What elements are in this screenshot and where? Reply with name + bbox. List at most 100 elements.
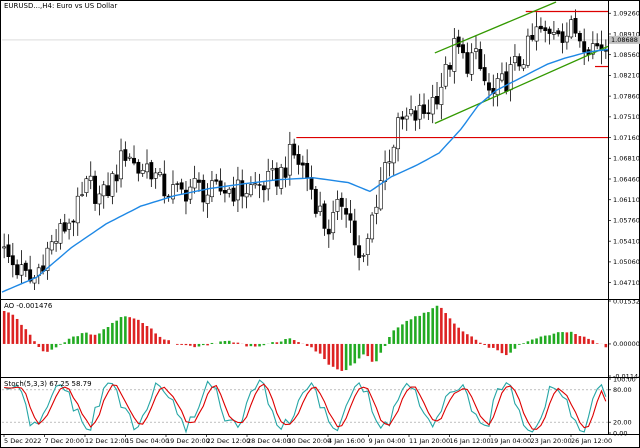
price-tick-label: 1.08210 [613, 72, 640, 80]
candle-body [205, 194, 210, 204]
price-tick-label: 1.07160 [613, 134, 640, 142]
candle-body [149, 162, 154, 180]
stoch-tick-label: 100.00 [613, 375, 636, 383]
candle-body [569, 19, 574, 38]
candle-body [573, 18, 578, 34]
candle-body [391, 146, 396, 164]
candle-body [15, 264, 20, 276]
candle-body [508, 64, 513, 91]
candle-body [279, 167, 284, 189]
candle-body [19, 264, 24, 276]
candle-body [521, 64, 526, 69]
candle-body [6, 244, 11, 257]
candle-body [322, 203, 327, 229]
candle-body [465, 52, 470, 74]
candle-body [543, 27, 548, 31]
candlestick-series [2, 9, 608, 290]
candle-body [422, 104, 426, 114]
candle-body [62, 222, 67, 232]
candle-body [244, 193, 249, 198]
candle-body [75, 195, 80, 224]
ao-tick-label: -0.011440 [613, 372, 640, 380]
candle-body [564, 35, 569, 43]
candle-body [214, 179, 219, 182]
candle-body [240, 180, 245, 197]
ao-tick-label: 0.015326 [613, 297, 640, 305]
candle-body [318, 205, 323, 212]
time-tick-label: 5 Dec 2022 [4, 437, 41, 445]
time-tick-label: 11 Jan 20:00 [409, 437, 450, 445]
candle-body [235, 179, 240, 201]
candle-body [547, 28, 552, 34]
candle-body [2, 246, 7, 249]
candle-body [106, 185, 110, 197]
candle-body [132, 157, 136, 164]
time-tick-label: 22 Dec 12:00 [207, 437, 251, 445]
candle-body [404, 115, 409, 120]
candle-body [123, 149, 128, 161]
candle-body [10, 255, 15, 266]
ao-tick-label: 0.000000 [613, 340, 640, 348]
ao-histogram [2, 305, 608, 371]
candle-body [409, 109, 413, 115]
candle-body [158, 171, 162, 176]
candle-body [270, 168, 275, 171]
candle-body [495, 78, 500, 95]
stoch-tick-label: 0.00 [613, 429, 627, 437]
candle-body [253, 183, 258, 186]
candle-body [400, 116, 405, 120]
candle-body [461, 44, 465, 54]
time-tick-label: 26 Jan 12:00 [571, 437, 612, 445]
candle-body [512, 56, 517, 64]
candle-body [162, 173, 167, 197]
candle-body [309, 177, 314, 190]
candle-body [80, 194, 85, 196]
time-tick-label: 4 Jan 16:00 [328, 437, 365, 445]
ao-label: AO -0.001476 [4, 302, 53, 310]
candle-body [97, 193, 102, 205]
candle-body [582, 41, 587, 53]
time-tick-label: 16 Jan 12:00 [450, 437, 491, 445]
stoch-label: Stoch(5,3,3) 67.25 58.79 [4, 380, 92, 388]
candle-body [101, 184, 106, 197]
candle-body [335, 199, 340, 212]
candle-body [560, 31, 565, 43]
price-tick-label: 1.05060 [613, 258, 640, 266]
candle-body [197, 179, 201, 183]
price-tick-label: 1.07510 [613, 113, 640, 121]
time-tick-label: 15 Dec 04:00 [126, 437, 170, 445]
candle-body [383, 162, 388, 182]
time-tick-label: 23 Jan 20:00 [531, 437, 572, 445]
candle-body [300, 162, 305, 166]
time-tick-label: 28 Dec 04:00 [247, 437, 291, 445]
candle-body [58, 223, 63, 244]
stoch-signal-line [4, 383, 607, 430]
candle-body [365, 238, 370, 255]
candle-body [274, 167, 279, 187]
candle-body [339, 197, 344, 207]
price-tick-label: 1.06110 [613, 196, 640, 204]
candle-body [530, 34, 535, 40]
candle-body [378, 180, 383, 210]
candle-body [370, 214, 375, 240]
time-tick-label: 19 Jan 04:00 [490, 437, 531, 445]
candle-body [140, 170, 145, 174]
candle-body [110, 173, 115, 197]
candle-body [487, 82, 491, 91]
candle-body [231, 187, 236, 202]
candle-body [218, 180, 223, 192]
candle-body [417, 105, 422, 120]
candle-body [261, 185, 266, 191]
candle-body [248, 184, 253, 196]
candle-body [145, 163, 149, 173]
candle-body [127, 156, 132, 159]
candle-body [153, 172, 158, 179]
candle-body [23, 262, 28, 271]
candle-body [551, 32, 556, 35]
candle-body [93, 175, 98, 204]
candle-body [222, 190, 227, 194]
channel-trend-line [434, 1, 557, 54]
candle-body [88, 175, 93, 181]
